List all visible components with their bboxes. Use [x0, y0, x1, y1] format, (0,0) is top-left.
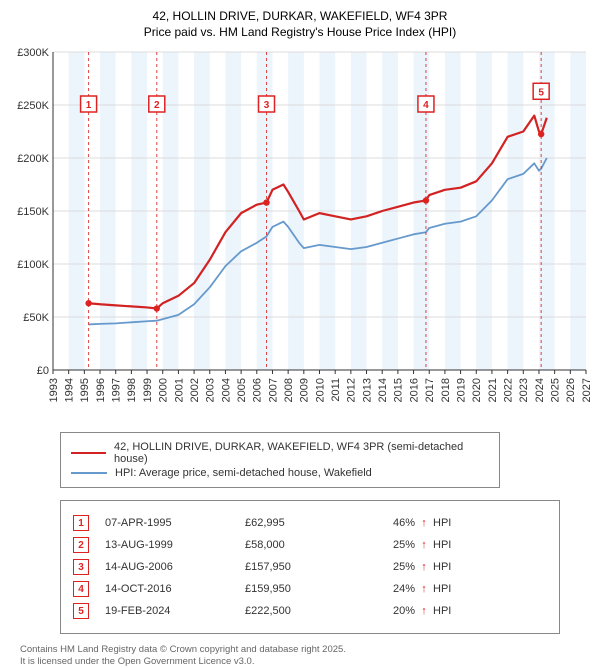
sales-table: 107-APR-1995£62,99546%↑HPI213-AUG-1999£5…	[60, 500, 560, 634]
svg-text:2004: 2004	[220, 378, 232, 402]
svg-text:2005: 2005	[236, 378, 248, 402]
svg-text:£0: £0	[37, 365, 49, 377]
svg-text:1993: 1993	[48, 378, 60, 402]
svg-text:2009: 2009	[299, 378, 311, 402]
legend: 42, HOLLIN DRIVE, DURKAR, WAKEFIELD, WF4…	[60, 432, 500, 488]
sale-date: 13-AUG-1999	[105, 539, 245, 551]
table-row: 1 07-APR-1995£62,99546%↑HPI	[73, 515, 547, 531]
hpi-label: HPI	[433, 605, 473, 617]
svg-text:2025: 2025	[549, 378, 561, 402]
up-arrow-icon: ↑	[415, 583, 433, 595]
sale-date: 19-FEB-2024	[105, 605, 245, 617]
svg-text:1999: 1999	[142, 378, 154, 402]
legend-label-2: HPI: Average price, semi-detached house,…	[115, 467, 372, 479]
up-arrow-icon: ↑	[415, 539, 433, 551]
title-line1: 42, HOLLIN DRIVE, DURKAR, WAKEFIELD, WF4…	[10, 8, 590, 24]
sale-pct: 46%	[365, 517, 415, 529]
legend-swatch-1	[71, 452, 106, 454]
legend-swatch-2	[71, 472, 107, 474]
sale-pct: 24%	[365, 583, 415, 595]
svg-text:2000: 2000	[158, 378, 170, 402]
svg-text:2007: 2007	[267, 378, 279, 402]
svg-text:£200K: £200K	[17, 153, 49, 165]
svg-text:£100K: £100K	[17, 259, 49, 271]
svg-text:£50K: £50K	[23, 312, 49, 324]
svg-text:1998: 1998	[126, 378, 138, 402]
svg-text:3: 3	[264, 100, 270, 111]
svg-text:1997: 1997	[111, 378, 123, 402]
hpi-label: HPI	[433, 561, 473, 573]
svg-text:2002: 2002	[189, 378, 201, 402]
svg-text:2021: 2021	[487, 378, 499, 402]
svg-text:2001: 2001	[173, 378, 185, 402]
table-row: 4 14-OCT-2016£159,95024%↑HPI	[73, 581, 547, 597]
sale-price: £62,995	[245, 517, 365, 529]
chart: £0£50K£100K£150K£200K£250K£300K199319941…	[15, 48, 590, 418]
svg-text:£250K: £250K	[17, 100, 49, 112]
hpi-label: HPI	[433, 583, 473, 595]
svg-text:2019: 2019	[455, 378, 467, 402]
svg-text:2027: 2027	[581, 378, 590, 402]
sale-pct: 20%	[365, 605, 415, 617]
table-row: 3 14-AUG-2006£157,95025%↑HPI	[73, 559, 547, 575]
sale-marker-3: 3	[73, 559, 89, 575]
svg-text:2018: 2018	[440, 378, 452, 402]
sale-date: 07-APR-1995	[105, 517, 245, 529]
sale-price: £222,500	[245, 605, 365, 617]
svg-text:2024: 2024	[534, 378, 546, 402]
sale-date: 14-OCT-2016	[105, 583, 245, 595]
svg-text:1996: 1996	[95, 378, 107, 402]
svg-text:1994: 1994	[64, 378, 76, 402]
svg-text:2016: 2016	[408, 378, 420, 402]
svg-text:2017: 2017	[424, 378, 436, 402]
legend-row: 42, HOLLIN DRIVE, DURKAR, WAKEFIELD, WF4…	[71, 441, 489, 465]
chart-container: 42, HOLLIN DRIVE, DURKAR, WAKEFIELD, WF4…	[0, 0, 600, 650]
svg-text:2015: 2015	[393, 378, 405, 402]
sale-price: £159,950	[245, 583, 365, 595]
title-block: 42, HOLLIN DRIVE, DURKAR, WAKEFIELD, WF4…	[10, 8, 590, 40]
svg-text:2026: 2026	[565, 378, 577, 402]
legend-label-1: 42, HOLLIN DRIVE, DURKAR, WAKEFIELD, WF4…	[114, 441, 489, 465]
sale-date: 14-AUG-2006	[105, 561, 245, 573]
sale-pct: 25%	[365, 539, 415, 551]
svg-text:2022: 2022	[502, 378, 514, 402]
svg-text:5: 5	[538, 88, 544, 99]
svg-text:1995: 1995	[79, 378, 91, 402]
up-arrow-icon: ↑	[415, 605, 433, 617]
footer: Contains HM Land Registry data © Crown c…	[20, 644, 590, 668]
sale-marker-2: 2	[73, 537, 89, 553]
svg-text:2013: 2013	[361, 378, 373, 402]
svg-text:1: 1	[86, 100, 92, 111]
svg-text:2023: 2023	[518, 378, 530, 402]
svg-text:2014: 2014	[377, 378, 389, 402]
svg-text:2: 2	[154, 100, 160, 111]
svg-text:2003: 2003	[205, 378, 217, 402]
svg-text:£300K: £300K	[17, 48, 49, 59]
sale-price: £58,000	[245, 539, 365, 551]
hpi-label: HPI	[433, 539, 473, 551]
svg-text:£150K: £150K	[17, 206, 49, 218]
svg-text:2008: 2008	[283, 378, 295, 402]
legend-row: HPI: Average price, semi-detached house,…	[71, 467, 489, 479]
svg-text:2011: 2011	[330, 378, 342, 402]
sale-price: £157,950	[245, 561, 365, 573]
hpi-label: HPI	[433, 517, 473, 529]
up-arrow-icon: ↑	[415, 561, 433, 573]
sale-marker-1: 1	[73, 515, 89, 531]
table-row: 2 13-AUG-1999£58,00025%↑HPI	[73, 537, 547, 553]
svg-text:2020: 2020	[471, 378, 483, 402]
svg-text:2010: 2010	[314, 378, 326, 402]
sale-pct: 25%	[365, 561, 415, 573]
up-arrow-icon: ↑	[415, 517, 433, 529]
title-line2: Price paid vs. HM Land Registry's House …	[10, 24, 590, 40]
svg-text:4: 4	[423, 100, 429, 111]
footer-line2: It is licensed under the Open Government…	[20, 656, 590, 668]
footer-line1: Contains HM Land Registry data © Crown c…	[20, 644, 590, 656]
table-row: 5 19-FEB-2024£222,50020%↑HPI	[73, 603, 547, 619]
svg-text:2012: 2012	[346, 378, 358, 402]
sale-marker-5: 5	[73, 603, 89, 619]
svg-text:2006: 2006	[252, 378, 264, 402]
sale-marker-4: 4	[73, 581, 89, 597]
